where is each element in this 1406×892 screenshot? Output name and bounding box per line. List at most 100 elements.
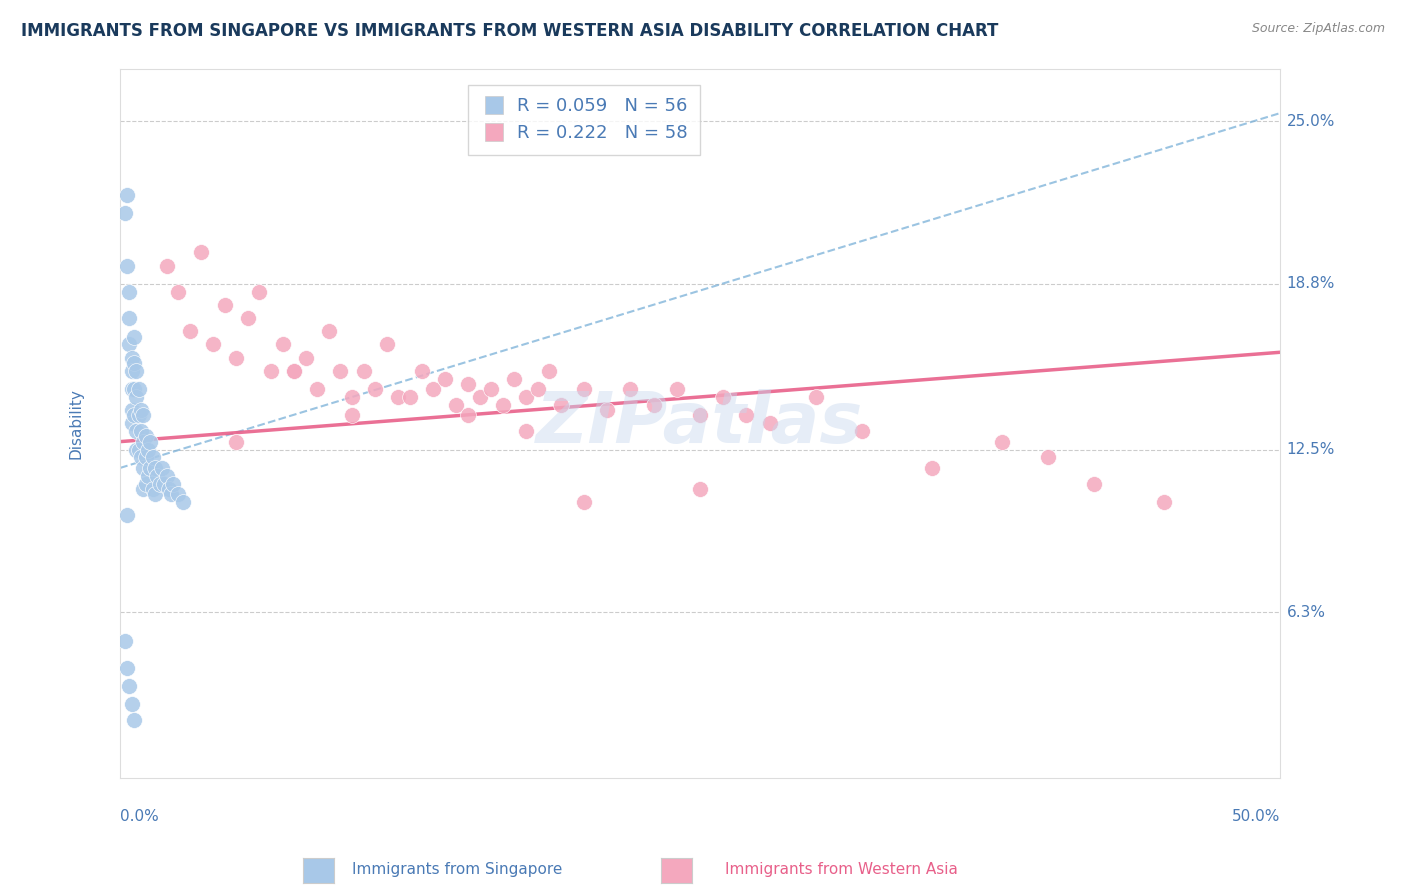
Point	[526, 382, 548, 396]
Legend: R = 0.059   N = 56, R = 0.222   N = 58: R = 0.059 N = 56, R = 0.222 N = 58	[468, 85, 700, 155]
Point	[118, 679, 141, 693]
Point	[643, 398, 665, 412]
Point	[851, 424, 873, 438]
Text: IMMIGRANTS FROM SINGAPORE VS IMMIGRANTS FROM WESTERN ASIA DISABILITY CORRELATION: IMMIGRANTS FROM SINGAPORE VS IMMIGRANTS …	[21, 22, 998, 40]
Text: 12.5%: 12.5%	[1286, 442, 1336, 457]
Point	[492, 398, 515, 412]
Point	[735, 409, 758, 423]
Point	[122, 409, 145, 423]
Point	[538, 364, 561, 378]
Point	[479, 382, 502, 396]
Point	[758, 416, 780, 430]
Text: ZIPatlas: ZIPatlas	[536, 389, 863, 458]
Text: Immigrants from Western Asia: Immigrants from Western Asia	[724, 863, 957, 877]
Point	[446, 398, 468, 412]
Point	[122, 329, 145, 343]
Point	[122, 356, 145, 370]
Point	[318, 324, 340, 338]
Point	[135, 476, 157, 491]
Point	[619, 382, 641, 396]
Text: 0.0%: 0.0%	[120, 809, 159, 824]
Point	[139, 434, 162, 449]
Point	[457, 376, 479, 391]
Point	[201, 337, 224, 351]
Point	[155, 259, 177, 273]
Point	[143, 461, 166, 475]
Point	[167, 487, 190, 501]
Point	[129, 403, 152, 417]
Point	[125, 442, 148, 457]
Point	[190, 245, 212, 260]
Point	[153, 476, 176, 491]
Point	[121, 351, 143, 365]
Point	[225, 351, 247, 365]
Point	[128, 442, 150, 457]
Point	[132, 409, 155, 423]
Point	[572, 495, 595, 509]
Point	[353, 364, 375, 378]
Point	[160, 487, 183, 501]
Point	[142, 482, 165, 496]
Point	[157, 482, 180, 496]
Point	[167, 285, 190, 299]
Point	[307, 382, 329, 396]
Point	[146, 468, 169, 483]
Point	[135, 429, 157, 443]
Point	[114, 206, 136, 220]
Point	[118, 311, 141, 326]
Point	[125, 364, 148, 378]
Point	[468, 390, 491, 404]
Point	[665, 382, 688, 396]
Point	[711, 390, 734, 404]
Point	[121, 403, 143, 417]
Point	[136, 468, 159, 483]
Point	[214, 298, 236, 312]
Point	[515, 424, 537, 438]
Point	[515, 390, 537, 404]
Point	[155, 468, 177, 483]
Point	[121, 698, 143, 712]
Point	[236, 311, 259, 326]
Point	[135, 450, 157, 465]
Point	[572, 382, 595, 396]
Point	[433, 371, 456, 385]
Point	[457, 409, 479, 423]
Point	[271, 337, 294, 351]
Point	[125, 390, 148, 404]
Text: Disability: Disability	[69, 388, 83, 458]
Point	[283, 364, 305, 378]
Point	[115, 660, 138, 674]
Point	[1083, 476, 1105, 491]
Text: 50.0%: 50.0%	[1232, 809, 1279, 824]
Point	[121, 382, 143, 396]
Point	[387, 390, 409, 404]
Text: Immigrants from Singapore: Immigrants from Singapore	[352, 863, 562, 877]
Point	[1036, 450, 1059, 465]
Point	[596, 403, 619, 417]
Text: 6.3%: 6.3%	[1286, 605, 1326, 620]
Point	[115, 259, 138, 273]
Point	[990, 434, 1012, 449]
Text: 25.0%: 25.0%	[1286, 113, 1336, 128]
Point	[364, 382, 387, 396]
Point	[150, 461, 173, 475]
Point	[128, 382, 150, 396]
Point	[139, 461, 162, 475]
Point	[122, 713, 145, 727]
Point	[172, 495, 194, 509]
Point	[340, 409, 363, 423]
Point	[283, 364, 305, 378]
Point	[162, 476, 184, 491]
Point	[143, 487, 166, 501]
Point	[921, 461, 943, 475]
Point	[260, 364, 283, 378]
Point	[804, 390, 827, 404]
Point	[122, 382, 145, 396]
Point	[148, 476, 170, 491]
Point	[294, 351, 316, 365]
Point	[503, 371, 526, 385]
Point	[375, 337, 398, 351]
Point	[132, 461, 155, 475]
Point	[225, 434, 247, 449]
Point	[114, 634, 136, 648]
